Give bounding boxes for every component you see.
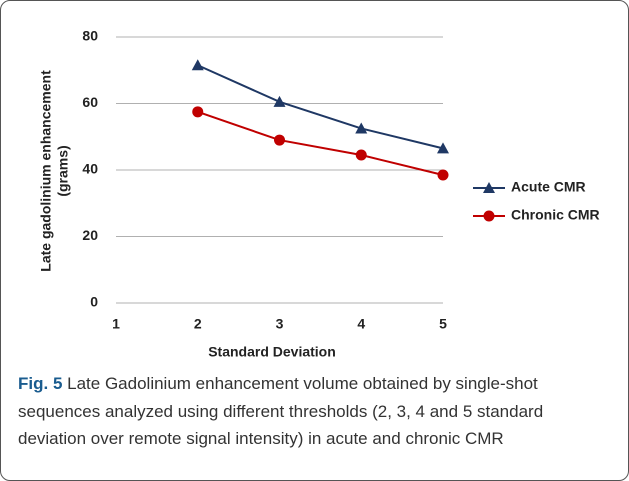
marker — [274, 134, 285, 146]
x-tick-label: 2 — [194, 316, 202, 332]
marker — [191, 59, 204, 71]
legend-marker — [483, 210, 495, 222]
marker — [192, 106, 204, 118]
marker — [437, 142, 449, 154]
x-tick-label: 3 — [276, 316, 284, 332]
y-tick-label: 20 — [82, 227, 98, 243]
x-tick-label: 4 — [357, 316, 365, 332]
marker — [355, 149, 367, 161]
chart: Standard Deviation Late gadolinium enhan… — [38, 28, 600, 360]
y-tick-label: 0 — [90, 294, 98, 310]
y-tick-label: 40 — [82, 161, 98, 177]
x-tick-label: 5 — [439, 316, 447, 332]
marker — [273, 95, 286, 107]
x-tick-label: 1 — [112, 316, 120, 332]
marker — [437, 169, 449, 181]
legend-marker — [483, 182, 495, 193]
caption: Fig. 5 Late Gadolinium enhancement volum… — [18, 370, 598, 453]
series-line — [197, 110, 444, 176]
legend-label: Acute CMR — [511, 179, 586, 195]
caption-label: Fig. 5 — [18, 374, 63, 393]
legend-label: Chronic CMR — [511, 207, 600, 223]
y-tick-label: 60 — [82, 94, 98, 110]
y-axis-label: Late gadolinium enhancement — [38, 70, 54, 272]
series-line — [197, 64, 444, 150]
caption-text: Late Gadolinium enhancement volume obtai… — [18, 374, 544, 448]
x-axis-label: Standard Deviation — [208, 344, 336, 360]
y-axis-label: (grams) — [55, 145, 71, 196]
marker — [355, 122, 368, 134]
y-tick-label: 80 — [82, 28, 98, 44]
